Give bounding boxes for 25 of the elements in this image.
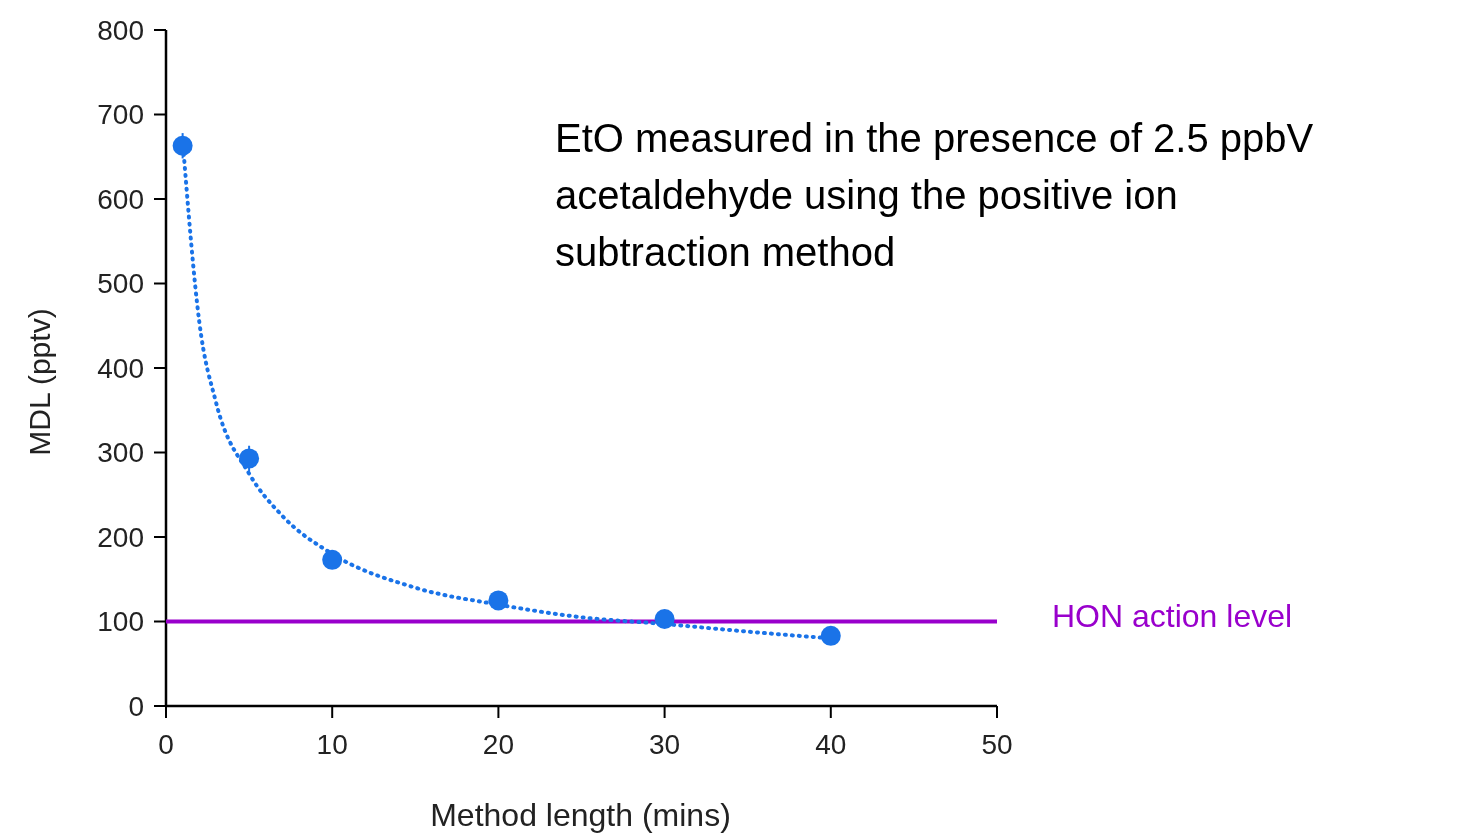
y-tick-label: 800: [97, 14, 144, 46]
ref-line-label: HON action level: [1052, 597, 1293, 634]
y-tick-label: 700: [97, 99, 144, 130]
point: [172, 135, 193, 156]
point: [820, 625, 841, 646]
point: [239, 448, 260, 469]
y-tick-label: 100: [97, 606, 144, 637]
x-tick-label: 30: [649, 729, 681, 760]
y-tick-label: 600: [97, 183, 144, 215]
x-tick-label: 0: [158, 729, 174, 760]
x-tick-label: 50: [981, 729, 1013, 760]
y-tick-label: 500: [97, 268, 144, 299]
y-tick-label: 200: [97, 521, 144, 553]
point: [488, 590, 509, 611]
y-axis-title: MDL (pptv): [23, 308, 56, 456]
x-tick-label: 20: [482, 729, 514, 760]
x-tick-label: 40: [815, 729, 847, 760]
annotation: EtO measured in the presence of 2.5 ppbV acetaldehyde using the positive ion subtraction method: [555, 116, 1314, 274]
y-tick-label: 300: [97, 437, 144, 468]
x-axis-title: Method length (mins): [430, 797, 731, 833]
y-tick-label: 400: [97, 352, 144, 384]
x-tick-label: 10: [316, 729, 348, 760]
point: [654, 608, 675, 629]
point: [322, 549, 343, 570]
y-tick-label: 0: [128, 690, 144, 722]
